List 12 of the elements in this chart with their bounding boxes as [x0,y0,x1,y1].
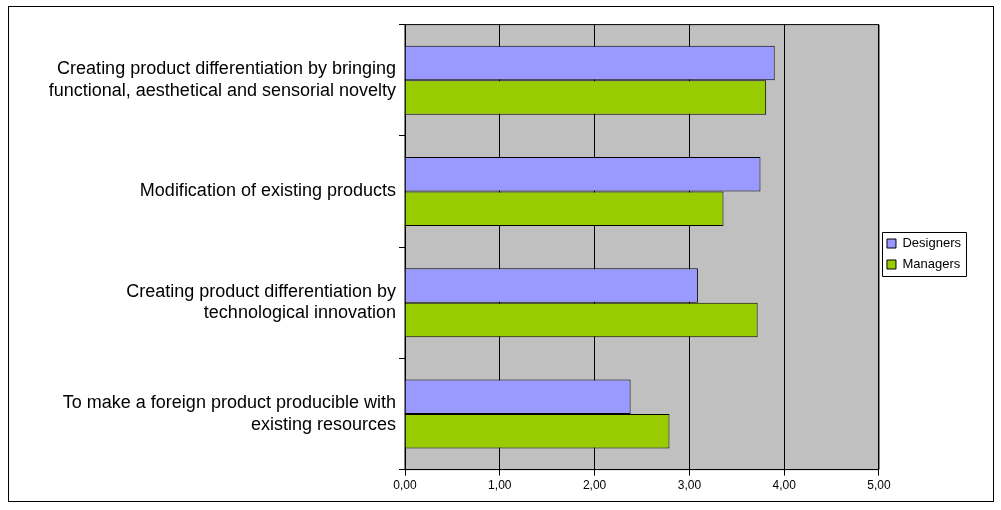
y-tick-label: Creating product differentiation by bringing functional, aesthetical and sensorial novelty [48,58,396,100]
y-tick-label: Creating product differentiation by technological innovation [126,280,396,323]
x-tick-label: 3,00 [677,478,702,493]
legend-label: Managers [902,256,961,272]
x-tick-label: 4,00 [772,478,797,493]
x-tick-label: 5,00 [867,478,891,493]
legend-label: Designers [902,235,962,251]
x-tick-label: 2,00 [582,478,607,493]
x-tick-label: 0,00 [393,478,417,493]
y-tick-label: Modification of existing products [139,180,396,201]
y-tick-label: To make a foreign product producible with existing resources [62,392,396,434]
x-tick-label: 1,00 [488,478,512,493]
